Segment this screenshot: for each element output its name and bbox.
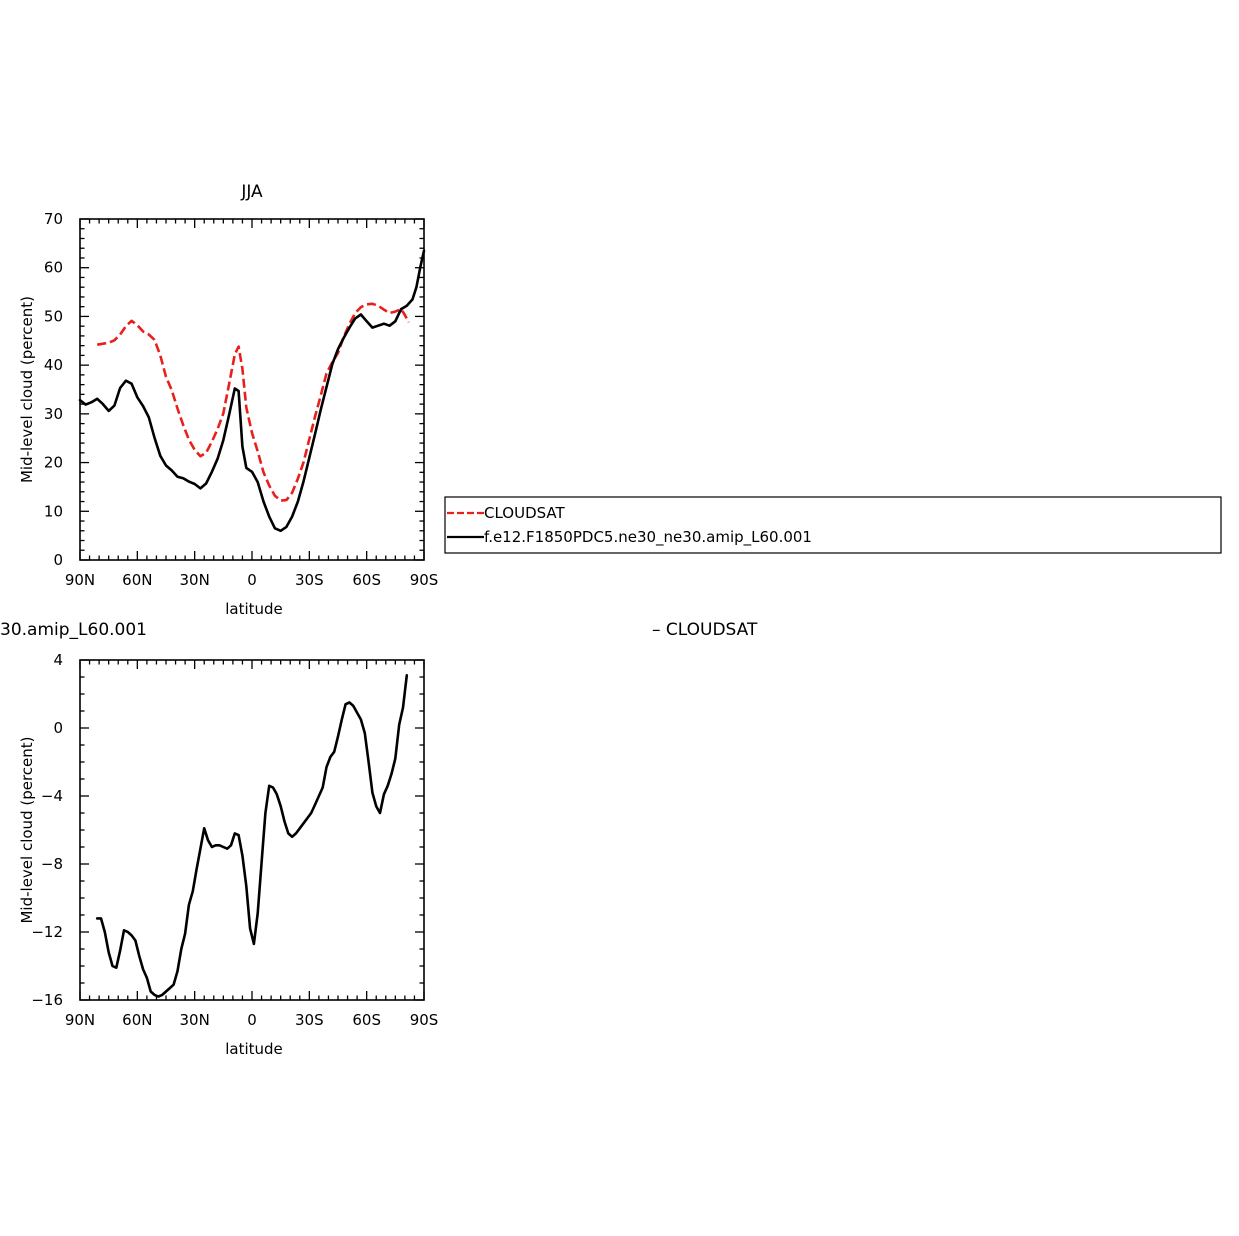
top-x-tick-label: 90S xyxy=(410,571,439,589)
bottom-series-line-difference xyxy=(95,673,409,998)
bottom-y-tick-label: −16 xyxy=(31,991,63,1009)
top-y-tick-label: 50 xyxy=(44,307,63,325)
top-panel: 90N 60N 30N 0 30S 60S 90S 0 10 20 30 40 50 60 70 latitu… xyxy=(18,210,438,618)
bottom-x-tick-label: 60S xyxy=(352,1011,381,1029)
legend: CLOUDSAT f.e12.F1850PDC5.ne30_ne30.amip_… xyxy=(444,496,1222,554)
bottom-y-axis-label: Mid-level cloud (percent) xyxy=(18,736,36,923)
top-x-axis-label: latitude xyxy=(225,600,283,618)
bottom-y-tick-label: 4 xyxy=(53,651,63,669)
legend-label-model: f.e12.F1850PDC5.ne30_ne30.amip_L60.001 xyxy=(484,528,812,547)
bottom-x-tick-label: 0 xyxy=(247,1011,257,1029)
bottom-x-tick-label: 90N xyxy=(65,1011,95,1029)
bottom-panel: 90N 60N 30N 0 30S 60S 90S −16 −12 −8 −4 0 4 latitude M… xyxy=(18,651,438,1058)
bottom-x-tick-label: 30N xyxy=(180,1011,210,1029)
top-y-tick-label: 60 xyxy=(44,259,63,277)
top-y-tick-label: 70 xyxy=(44,210,63,228)
top-plot-frame xyxy=(79,218,425,561)
bottom-x-tick-label: 90S xyxy=(410,1011,439,1029)
top-x-tick-label: 60S xyxy=(352,571,381,589)
top-x-tick-label: 0 xyxy=(247,571,257,589)
top-x-tick-label: 30N xyxy=(180,571,210,589)
bottom-x-tick-label: 30S xyxy=(295,1011,324,1029)
top-y-axis-label: Mid-level cloud (percent) xyxy=(18,296,36,483)
top-panel-title: JJA xyxy=(240,182,263,202)
top-x-tick-label: 30S xyxy=(295,571,324,589)
top-y-tick-label: 0 xyxy=(53,551,63,569)
top-x-tick-label: 60N xyxy=(122,571,152,589)
top-x-tick-label: 90N xyxy=(65,571,95,589)
top-series-line-cloudsat xyxy=(96,302,410,502)
legend-label-cloudsat: CLOUDSAT xyxy=(484,504,566,522)
bottom-x-axis-label: latitude xyxy=(225,1040,283,1058)
bottom-x-tick-label: 60N xyxy=(122,1011,152,1029)
top-y-tick-label: 30 xyxy=(44,405,63,423)
bottom-y-tick-label: 0 xyxy=(53,719,63,737)
bottom-y-tick-label: −8 xyxy=(41,855,63,873)
bottom-y-tick-label: −4 xyxy=(41,787,63,805)
legend-box xyxy=(444,496,1222,554)
bottom-plot-frame xyxy=(79,659,425,1001)
bottom-y-tick-label: −12 xyxy=(31,923,63,941)
top-y-tick-label: 10 xyxy=(44,502,63,520)
bottom-panel-title-left: 30.amip_L60.001 xyxy=(0,620,147,640)
top-y-tick-label: 40 xyxy=(44,356,63,374)
top-y-tick-label: 20 xyxy=(44,454,63,472)
bottom-panel-title-right: – CLOUDSAT xyxy=(652,620,758,640)
top-series-line-model xyxy=(78,249,426,533)
